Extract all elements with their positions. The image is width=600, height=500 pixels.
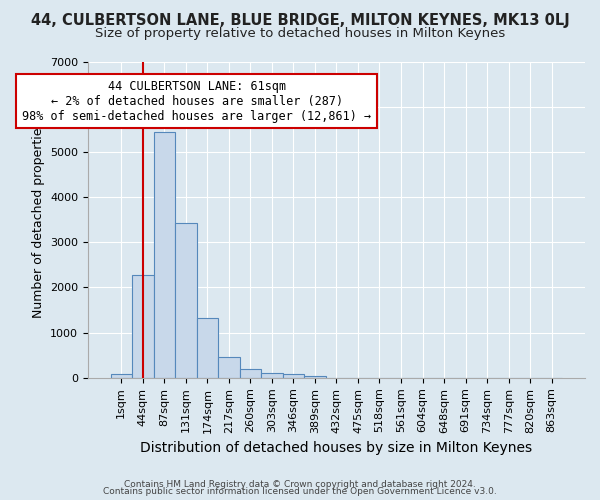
Bar	[218, 357, 239, 378]
Text: Size of property relative to detached houses in Milton Keynes: Size of property relative to detached ho…	[95, 28, 505, 40]
Bar	[304, 376, 326, 378]
Bar	[283, 374, 304, 378]
Bar	[132, 275, 154, 378]
Text: 44, CULBERTSON LANE, BLUE BRIDGE, MILTON KEYNES, MK13 0LJ: 44, CULBERTSON LANE, BLUE BRIDGE, MILTON…	[31, 12, 569, 28]
X-axis label: Distribution of detached houses by size in Milton Keynes: Distribution of detached houses by size …	[140, 441, 533, 455]
Bar	[110, 374, 132, 378]
Bar	[197, 318, 218, 378]
Bar	[175, 224, 197, 378]
Bar	[239, 370, 261, 378]
Text: 44 CULBERTSON LANE: 61sqm
← 2% of detached houses are smaller (287)
98% of semi-: 44 CULBERTSON LANE: 61sqm ← 2% of detach…	[22, 80, 371, 122]
Y-axis label: Number of detached properties: Number of detached properties	[32, 121, 44, 318]
Bar	[154, 132, 175, 378]
Text: Contains public sector information licensed under the Open Government Licence v3: Contains public sector information licen…	[103, 487, 497, 496]
Text: Contains HM Land Registry data © Crown copyright and database right 2024.: Contains HM Land Registry data © Crown c…	[124, 480, 476, 489]
Bar	[261, 374, 283, 378]
